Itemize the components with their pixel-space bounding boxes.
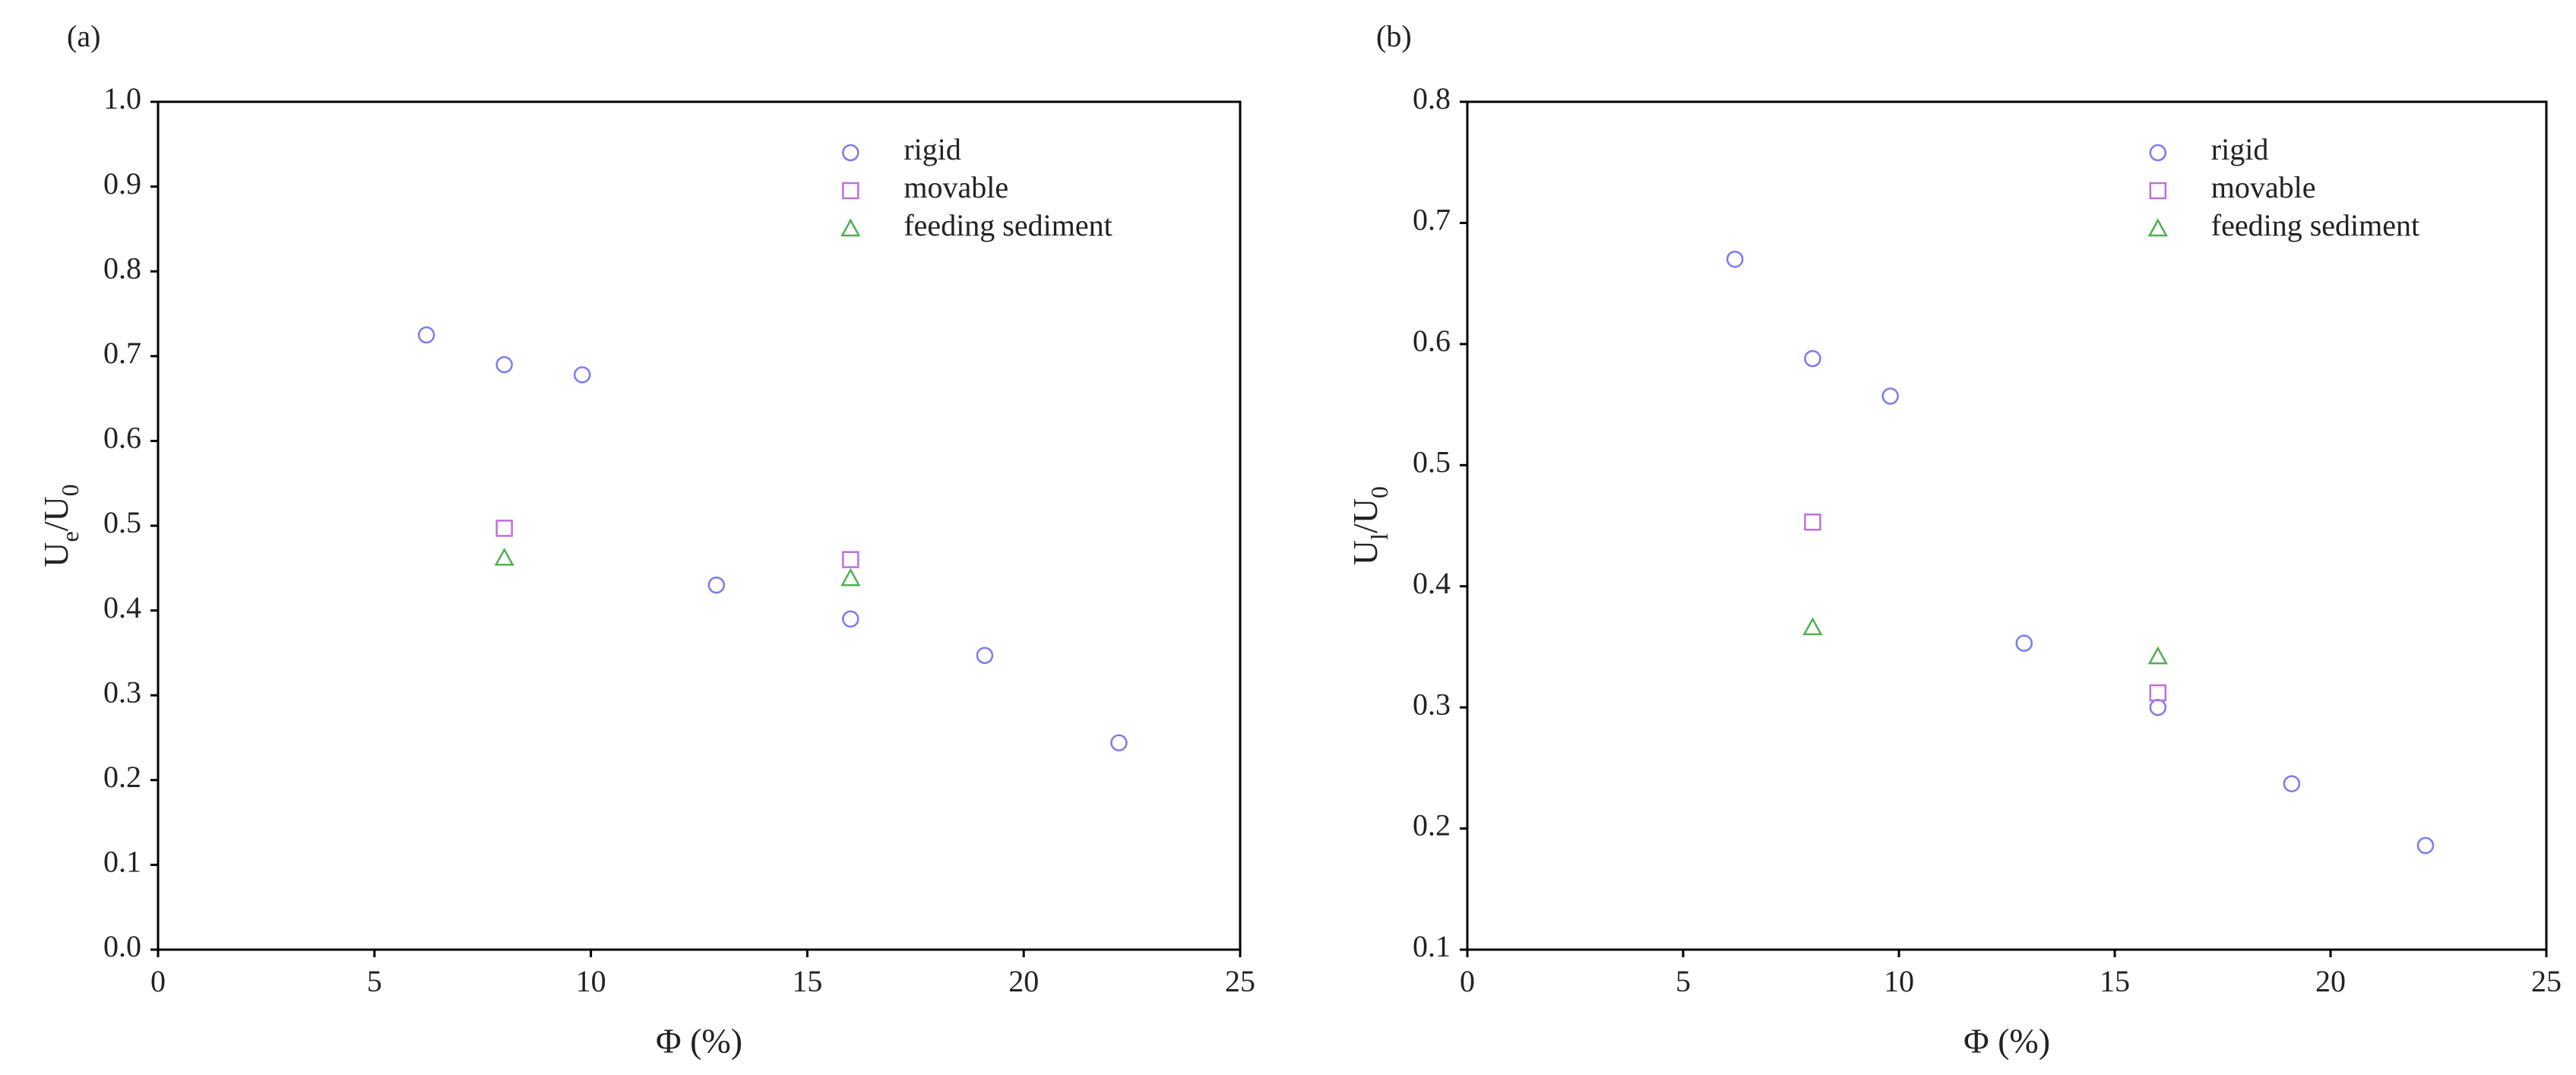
x-tick-label: 10 [576, 964, 606, 998]
legend-label: movable [903, 170, 1008, 204]
point [2015, 634, 2033, 652]
y-tick-label: 0.1 [103, 845, 141, 879]
panel-label: (a) [67, 19, 100, 53]
x-tick-label: 20 [1008, 964, 1039, 998]
x-tick-label: 10 [1884, 964, 1914, 998]
legend-label: feeding sediment [2211, 208, 2419, 242]
y-tick-label: 0.0 [103, 929, 141, 963]
point [840, 568, 861, 587]
point [2149, 684, 2167, 702]
y-axis-label-part: /U [1346, 498, 1385, 533]
y-tick-label: 1.0 [103, 81, 141, 115]
x-tick-label: 5 [367, 964, 382, 998]
point [495, 356, 513, 374]
y-tick-label: 0.3 [1413, 687, 1451, 721]
x-tick-label: 0 [150, 964, 166, 998]
point [1110, 734, 1128, 751]
point [2147, 646, 2168, 665]
x-tick-label: 0 [1460, 964, 1475, 998]
point [1804, 349, 1821, 368]
legend-label: rigid [903, 132, 961, 166]
y-tick-label: 0.8 [1413, 81, 1451, 115]
point [2149, 698, 2167, 716]
point [842, 551, 859, 568]
y-tick-label: 0.1 [1413, 929, 1451, 963]
y-axis-label-part: U [36, 542, 75, 567]
y-axis-label-part: /U [36, 496, 75, 531]
y-tick-label: 0.6 [1413, 324, 1451, 358]
legend-marker [842, 144, 859, 162]
legend-marker [2147, 218, 2168, 237]
point [417, 326, 435, 344]
x-tick-label: 25 [1225, 964, 1255, 998]
y-tick-label: 0.2 [103, 760, 141, 794]
y-axis-label-part: l [1366, 533, 1393, 540]
point [494, 547, 514, 566]
y-tick-label: 0.9 [103, 166, 141, 201]
y-tick-label: 0.4 [103, 590, 141, 624]
point [842, 610, 859, 628]
point [707, 576, 726, 594]
chart-panel: (b) 0 5 10 15 20 25 0.1 0.2 0.3 0.4 0.5 0.6 0.7 0.8 Φ (… [1346, 19, 2562, 1060]
point [1804, 513, 1821, 531]
y-axis-label-part: U [1346, 540, 1385, 565]
legend-label: movable [2211, 170, 2316, 204]
y-axis-label-part: 0 [1366, 486, 1393, 498]
x-axis-label: Φ (%) [656, 1022, 742, 1061]
point [1881, 387, 1899, 405]
y-axis-label-part: e [56, 531, 84, 542]
y-tick-label: 0.5 [1413, 444, 1451, 479]
point [2283, 775, 2301, 792]
y-tick-label: 0.4 [1413, 566, 1451, 600]
legend-marker [2149, 144, 2167, 162]
y-tick-label: 0.7 [1413, 203, 1451, 237]
y-axis-label: Ue/U0 [36, 484, 84, 567]
chart-panel: (a) 0 5 10 15 20 25 0.0 0.1 0.2 0.3 0.4 0.5 0.6 0.7 0.8… [36, 19, 1255, 1060]
y-tick-label: 0.6 [103, 421, 141, 455]
legend-marker [840, 218, 861, 237]
legend-marker [2149, 182, 2167, 200]
point [1802, 617, 1823, 636]
legend-label: feeding sediment [903, 208, 1112, 242]
legend-marker [842, 182, 859, 200]
point [495, 520, 513, 537]
y-tick-label: 0.8 [103, 251, 141, 285]
x-tick-label: 25 [2531, 964, 2562, 998]
point [2416, 836, 2435, 855]
y-tick-label: 0.7 [103, 336, 141, 370]
x-tick-label: 15 [2100, 964, 2130, 998]
point [1726, 251, 1744, 268]
x-tick-label: 5 [1676, 964, 1691, 998]
legend-label: rigid [2211, 132, 2269, 166]
y-axis-label: Ul/U0 [1346, 486, 1394, 565]
y-tick-label: 0.5 [103, 505, 141, 539]
panel-label: (b) [1376, 19, 1412, 53]
x-tick-label: 20 [2315, 964, 2346, 998]
plot-frame [1466, 100, 2548, 951]
x-tick-label: 15 [792, 964, 822, 998]
x-axis-label: Φ (%) [1964, 1022, 2050, 1061]
point [976, 647, 994, 664]
point [573, 366, 591, 384]
y-tick-label: 0.2 [1413, 808, 1451, 843]
y-axis-label-part: 0 [56, 484, 84, 496]
y-tick-label: 0.3 [103, 675, 141, 709]
